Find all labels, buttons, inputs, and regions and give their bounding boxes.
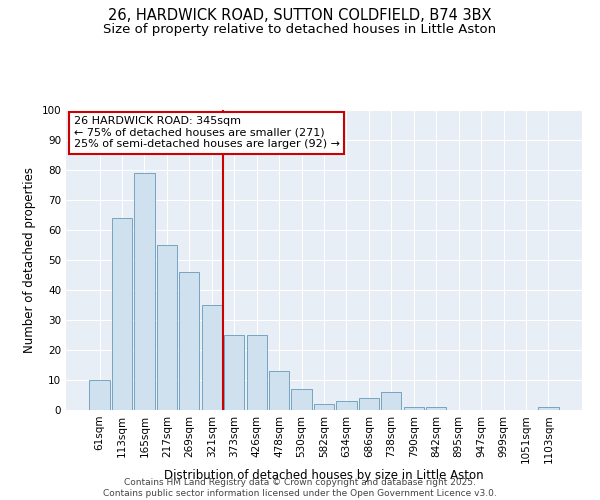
Bar [381,392,401,410]
Text: Size of property relative to detached houses in Little Aston: Size of property relative to detached ho… [103,22,497,36]
Bar [157,245,177,410]
Text: 26, HARDWICK ROAD, SUTTON COLDFIELD, B74 3BX: 26, HARDWICK ROAD, SUTTON COLDFIELD, B74… [108,8,492,22]
Bar [292,389,311,410]
Bar [426,407,446,410]
Bar [224,335,244,410]
Bar [247,335,267,410]
Bar [269,371,289,410]
Bar [89,380,110,410]
Bar [314,404,334,410]
Bar [359,398,379,410]
Bar [538,407,559,410]
Text: 26 HARDWICK ROAD: 345sqm
← 75% of detached houses are smaller (271)
25% of semi-: 26 HARDWICK ROAD: 345sqm ← 75% of detach… [74,116,340,149]
Bar [134,173,155,410]
Bar [202,305,222,410]
Text: Contains HM Land Registry data © Crown copyright and database right 2025.
Contai: Contains HM Land Registry data © Crown c… [103,478,497,498]
Bar [337,401,356,410]
X-axis label: Distribution of detached houses by size in Little Aston: Distribution of detached houses by size … [164,469,484,482]
Y-axis label: Number of detached properties: Number of detached properties [23,167,36,353]
Bar [179,272,199,410]
Bar [112,218,132,410]
Bar [404,407,424,410]
